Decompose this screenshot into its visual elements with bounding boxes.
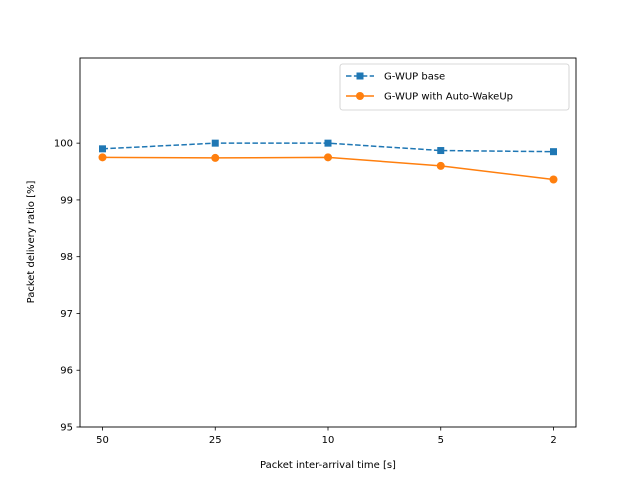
x-tick-label: 10 [322, 435, 335, 446]
plot-frame [79, 57, 577, 428]
legend-box [339, 63, 570, 111]
x-axis-label: Packet inter-arrival time [s] [260, 460, 396, 471]
data-point [437, 147, 445, 155]
y-tick-label: 99 [60, 195, 73, 206]
data-point [356, 92, 364, 100]
y-axis-label: Packet delivery ratio [%] [26, 181, 37, 304]
x-tick-label: 25 [209, 435, 222, 446]
legend-label: G-WUP base [384, 72, 445, 83]
y-tick-label: 100 [54, 139, 73, 150]
data-point [99, 145, 106, 153]
y-tick-label: 95 [60, 423, 73, 434]
data-point [98, 153, 107, 162]
legend: G-WUP base G-WUP with Auto-WakeUp [339, 63, 570, 111]
data-point [436, 161, 445, 170]
data-point [211, 139, 219, 147]
data-point [324, 153, 332, 162]
legend-label: G-WUP with Auto-WakeUp [384, 92, 513, 103]
x-tick-label: 50 [96, 435, 109, 446]
y-tick-label: 98 [60, 252, 73, 263]
data-point [550, 148, 557, 156]
y-tick-label: 97 [60, 309, 73, 320]
data-point [356, 72, 364, 80]
data-point [211, 153, 220, 162]
x-axis: 50 25 10 5 2 [96, 427, 557, 446]
data-point [324, 139, 332, 147]
plot-content [98, 139, 558, 184]
x-tick-label: 5 [438, 435, 444, 446]
y-tick-label: 96 [60, 366, 73, 377]
x-tick-label: 2 [550, 435, 556, 446]
y-axis: 95 96 97 98 99 100 [54, 139, 80, 434]
data-point [549, 175, 558, 184]
